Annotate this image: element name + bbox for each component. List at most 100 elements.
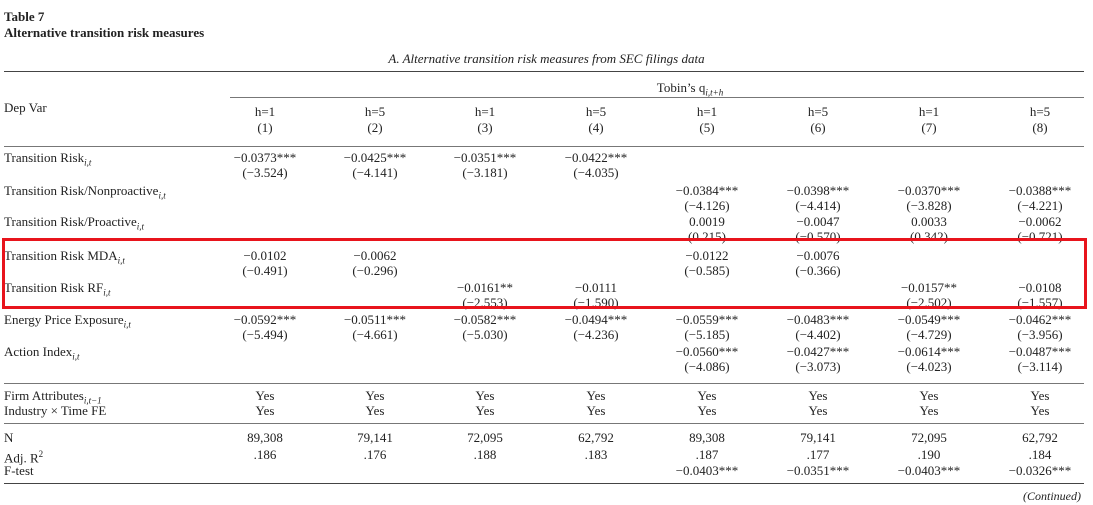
coef-cell: −0.0398*** [786, 183, 850, 198]
group-rule [230, 97, 1084, 98]
coef-cell: −0.0370*** [897, 183, 961, 198]
r2-cell: .176 [363, 447, 387, 462]
coef-cell: −0.0351*** [453, 150, 517, 165]
row-label-firm-attributes: Firm Attributesi,t−1 [4, 388, 102, 406]
coef-cell: −0.0373*** [233, 150, 297, 165]
coef-cell: −0.0047 [796, 214, 840, 229]
coef-cell: −0.0422*** [564, 150, 628, 165]
coef-cell: −0.0494*** [564, 312, 628, 327]
coef-cell: 0.0019 [689, 214, 725, 229]
r2-cell: .190 [917, 447, 941, 462]
tstat-cell: (−5.030) [462, 327, 508, 342]
r2-cell: .177 [806, 447, 830, 462]
coef-cell: −0.0076 [796, 248, 840, 263]
tstat-cell: (−4.661) [352, 327, 398, 342]
tstat-cell: (−5.494) [242, 327, 288, 342]
tstat-cell: (−0.366) [795, 263, 841, 278]
coef-cell: −0.0111 [574, 280, 618, 295]
tstat-cell: (−3.114) [1017, 359, 1063, 374]
horizon-header: h=5 [1029, 104, 1051, 119]
top-rule [4, 71, 1084, 72]
coef-cell: −0.0427*** [786, 344, 850, 359]
coef-cell: −0.0549*** [897, 312, 961, 327]
row-label-transition-risk-mda: Transition Risk MDAi,t [4, 248, 125, 266]
n-cell: 89,308 [247, 430, 283, 445]
yes-cell: Yes [697, 388, 717, 403]
coef-cell: −0.0062 [1018, 214, 1062, 229]
tstat-cell: (−0.296) [352, 263, 398, 278]
highlight-box [2, 238, 1087, 309]
tstat-cell: (−4.035) [573, 165, 619, 180]
tstat-cell: (−3.073) [795, 359, 841, 374]
table-number: Table 7 [4, 9, 45, 24]
column-number: (8) [1032, 120, 1048, 135]
tstat-cell: (−0.585) [684, 263, 730, 278]
row-label-transition-risk-rf: Transition Risk RFi,t [4, 280, 111, 298]
horizon-header: h=1 [474, 104, 496, 119]
coef-cell: −0.0388*** [1008, 183, 1072, 198]
horizon-header: h=5 [585, 104, 607, 119]
panel-title: A. Alternative transition risk measures … [388, 51, 705, 66]
dep-var-label: Dep Var [4, 100, 47, 115]
row-label-action-index: Action Indexi,t [4, 344, 80, 362]
bottom-rule [4, 483, 1084, 484]
horizon-header: h=1 [696, 104, 718, 119]
r2-cell: .188 [473, 447, 497, 462]
n-cell: 62,792 [1022, 430, 1058, 445]
row-label-industry-time-fe: Industry × Time FE [4, 403, 107, 418]
yes-cell: Yes [586, 388, 606, 403]
tstat-cell: (−5.185) [684, 327, 730, 342]
column-number: (4) [588, 120, 604, 135]
yes-cell: Yes [255, 388, 275, 403]
tstat-cell: (−0.491) [242, 263, 288, 278]
horizon-header: h=5 [807, 104, 829, 119]
yes-cell: Yes [365, 388, 385, 403]
row-label-transition-risk: Transition Riski,t [4, 150, 92, 168]
yes-cell: Yes [586, 403, 606, 418]
tstat-cell: (−4.086) [684, 359, 730, 374]
row-label-adj-r2: Adj. R2 [4, 449, 44, 466]
tstat-cell: (−3.181) [462, 165, 508, 180]
coef-cell: −0.0511*** [343, 312, 407, 327]
yes-cell: Yes [475, 403, 495, 418]
coef-cell: −0.0108 [1018, 280, 1062, 295]
r2-cell: .184 [1028, 447, 1052, 462]
column-number: (7) [921, 120, 937, 135]
tstat-cell: (−3.828) [906, 198, 952, 213]
n-cell: 72,095 [911, 430, 947, 445]
yes-cell: Yes [808, 403, 828, 418]
horizon-header: h=5 [364, 104, 386, 119]
column-number: (2) [367, 120, 383, 135]
coef-cell: −0.0161** [456, 280, 514, 295]
row-label-energy-price-exposure: Energy Price Exposurei,t [4, 312, 131, 330]
yes-cell: Yes [808, 388, 828, 403]
yes-cell: Yes [919, 403, 939, 418]
yes-cell: Yes [697, 403, 717, 418]
coef-cell: −0.0462*** [1008, 312, 1072, 327]
coef-cell: −0.0425*** [343, 150, 407, 165]
horizon-header: h=1 [254, 104, 276, 119]
yes-cell: Yes [1030, 388, 1050, 403]
yes-cell: Yes [475, 388, 495, 403]
yes-cell: Yes [365, 403, 385, 418]
r2-cell: .187 [695, 447, 719, 462]
coef-cell: −0.0122 [685, 248, 729, 263]
tstat-cell: (−4.729) [906, 327, 952, 342]
yes-cell: Yes [919, 388, 939, 403]
n-cell: 62,792 [578, 430, 614, 445]
n-cell: 89,308 [689, 430, 725, 445]
ftest-cell: −0.0351*** [786, 463, 850, 478]
coef-cell: −0.0582*** [453, 312, 517, 327]
tstat-cell: (−4.126) [684, 198, 730, 213]
r2-cell: .186 [253, 447, 277, 462]
tstat-cell: (−4.141) [352, 165, 398, 180]
tstat-cell: (−3.956) [1017, 327, 1063, 342]
body-rule [4, 383, 1084, 384]
coef-cell: −0.0614*** [897, 344, 961, 359]
tstat-cell: (−4.236) [573, 327, 619, 342]
tstat-cell: (−4.023) [906, 359, 952, 374]
coef-cell: −0.0157** [900, 280, 958, 295]
coef-cell: 0.0033 [911, 214, 947, 229]
yes-cell: Yes [1030, 403, 1050, 418]
column-number: (1) [257, 120, 273, 135]
